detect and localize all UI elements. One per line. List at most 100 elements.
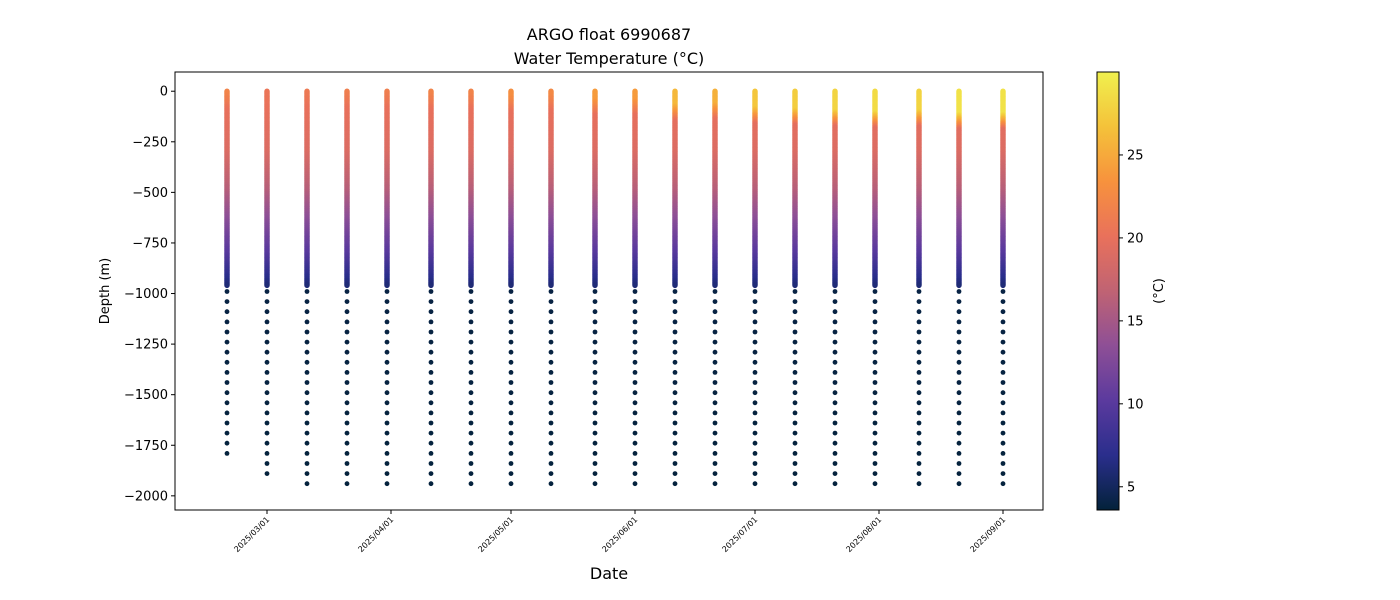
data-point — [872, 289, 878, 294]
data-point — [712, 289, 718, 294]
data-point — [872, 329, 878, 335]
data-point — [712, 380, 718, 385]
data-point — [632, 339, 638, 345]
data-point — [592, 410, 598, 416]
data-point — [384, 430, 390, 436]
data-point — [632, 461, 638, 466]
data-point — [832, 289, 838, 294]
data-point — [792, 400, 798, 406]
data-point — [264, 339, 270, 345]
data-point — [592, 339, 598, 345]
data-point — [264, 430, 270, 436]
data-point — [224, 319, 230, 325]
data-point — [548, 481, 554, 487]
data-point — [916, 420, 922, 426]
data-point — [428, 430, 434, 436]
data-point — [672, 400, 678, 406]
data-point — [264, 282, 270, 289]
data-point — [632, 370, 638, 375]
data-point — [956, 451, 962, 456]
data-point — [872, 282, 878, 289]
data-point — [264, 420, 270, 426]
data-point — [832, 420, 838, 426]
data-point — [832, 299, 838, 304]
data-point — [264, 370, 270, 375]
data-point — [304, 400, 310, 406]
data-point — [832, 461, 838, 466]
data-point — [508, 451, 514, 456]
data-point — [304, 299, 310, 304]
data-point — [384, 410, 390, 416]
data-point — [304, 282, 310, 289]
data-point — [384, 309, 390, 315]
data-point — [428, 319, 434, 325]
data-point — [304, 420, 310, 426]
data-point — [712, 410, 718, 416]
data-point — [264, 349, 270, 355]
data-point — [264, 309, 270, 315]
data-point — [752, 289, 758, 294]
data-point — [428, 370, 434, 375]
data-point — [548, 461, 554, 466]
data-point — [344, 329, 350, 335]
data-point — [712, 319, 718, 325]
data-point — [916, 390, 922, 396]
data-point — [304, 380, 310, 385]
data-point — [956, 299, 962, 304]
data-point — [632, 440, 638, 446]
data-point — [956, 461, 962, 466]
data-point — [224, 359, 230, 365]
data-point — [592, 349, 598, 355]
data-point — [428, 349, 434, 355]
data-point — [344, 349, 350, 355]
data-point — [956, 329, 962, 335]
data-point — [264, 461, 270, 466]
data-point — [592, 461, 598, 466]
data-point — [264, 400, 270, 406]
data-point — [752, 309, 758, 315]
data-point — [792, 390, 798, 396]
data-point — [752, 329, 758, 335]
data-point — [672, 461, 678, 466]
data-point — [548, 299, 554, 304]
data-point — [712, 430, 718, 436]
data-point — [752, 400, 758, 406]
data-point — [916, 309, 922, 315]
data-point — [672, 339, 678, 345]
data-point — [872, 380, 878, 385]
data-point — [384, 380, 390, 385]
chart-title: ARGO float 6990687 — [527, 25, 691, 44]
data-point — [956, 430, 962, 436]
data-point — [428, 400, 434, 406]
data-point — [832, 370, 838, 375]
data-point — [344, 451, 350, 456]
data-point — [264, 319, 270, 325]
data-point — [832, 282, 838, 289]
data-point — [712, 370, 718, 375]
data-point — [916, 329, 922, 335]
data-point — [592, 451, 598, 456]
data-point — [224, 329, 230, 335]
data-point — [632, 319, 638, 325]
data-point — [548, 471, 554, 476]
data-point — [792, 282, 798, 289]
data-point — [508, 339, 514, 345]
data-point — [916, 380, 922, 385]
data-point — [752, 380, 758, 385]
data-point — [752, 319, 758, 325]
data-point — [428, 380, 434, 385]
data-point — [468, 461, 474, 466]
data-point — [956, 420, 962, 426]
data-point — [592, 471, 598, 476]
data-point — [468, 349, 474, 355]
data-point — [508, 430, 514, 436]
data-point — [428, 471, 434, 476]
data-point — [592, 329, 598, 335]
data-point — [752, 349, 758, 355]
data-point — [508, 319, 514, 325]
data-point — [832, 349, 838, 355]
data-point — [916, 430, 922, 436]
data-point — [632, 451, 638, 456]
data-point — [956, 370, 962, 375]
